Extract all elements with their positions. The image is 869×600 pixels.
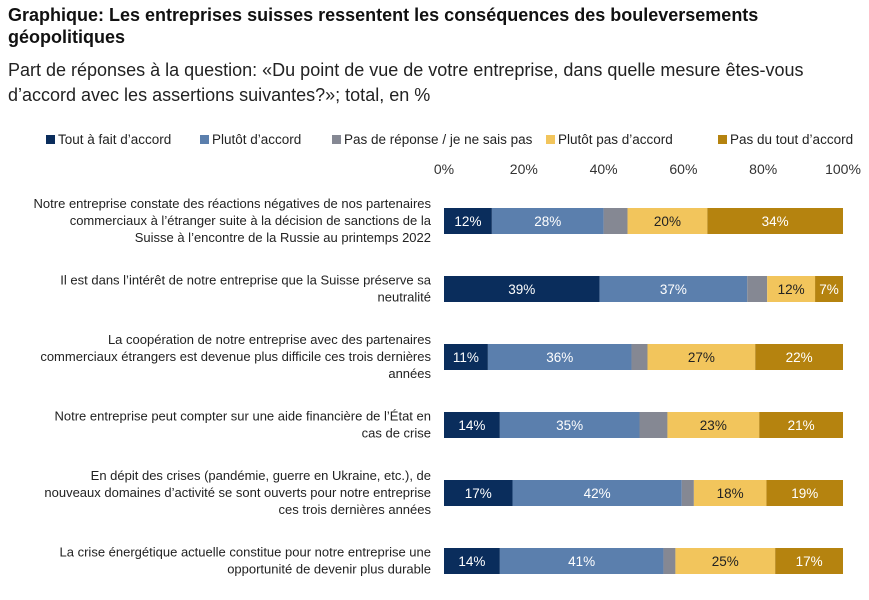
category-label: La coopération de notre entreprise avec … xyxy=(40,332,431,381)
bar-segment xyxy=(444,412,500,438)
bar-segment xyxy=(444,548,500,574)
data-label: 42% xyxy=(584,486,611,501)
category-label-line: neutralité xyxy=(378,290,431,305)
legend-label: Pas de réponse / je ne sais pas xyxy=(344,132,533,147)
data-label: 27% xyxy=(688,350,715,365)
bar-segment xyxy=(775,548,843,574)
data-label: 36% xyxy=(546,350,573,365)
category-label: En dépit des crises (pandémie, guerre en… xyxy=(44,468,431,517)
category-label-line: années xyxy=(388,366,431,381)
bar-segment xyxy=(512,480,682,506)
category-label-line: Notre entreprise peut compter sur une ai… xyxy=(55,409,432,424)
bar-segment xyxy=(707,208,843,234)
data-label: 41% xyxy=(568,554,595,569)
bar-segment xyxy=(675,548,776,574)
category-label-line: commerciaux à l’étranger suite à la déci… xyxy=(70,213,432,228)
bar-segment xyxy=(767,276,816,302)
data-label: 7% xyxy=(819,282,839,297)
bar-segment xyxy=(759,412,843,438)
legend-swatch xyxy=(718,135,727,144)
bar-segment xyxy=(444,480,513,506)
data-label: 14% xyxy=(458,418,485,433)
legend-swatch xyxy=(332,135,341,144)
category-label-line: En dépit des crises (pandémie, guerre en… xyxy=(91,468,431,483)
bar-segment xyxy=(603,208,628,234)
bar-segment xyxy=(444,276,600,302)
bar-segment xyxy=(444,208,492,234)
legend-swatch xyxy=(546,135,555,144)
x-tick-label: 0% xyxy=(434,161,454,177)
category-label-line: Notre entreprise constate des réactions … xyxy=(34,196,432,211)
bar-segment xyxy=(766,480,843,506)
bar-segment xyxy=(491,208,604,234)
bar-segment xyxy=(487,344,632,370)
chart-subtitle: Part de réponses à la question: «Du poin… xyxy=(8,60,804,105)
bar-segment xyxy=(631,344,648,370)
legend-swatch xyxy=(46,135,55,144)
category-label-line: Il est dans l’intérêt de notre entrepris… xyxy=(60,273,431,288)
category-label: Notre entreprise constate des réactions … xyxy=(34,196,432,245)
data-label: 17% xyxy=(796,554,823,569)
bar-segment xyxy=(627,208,708,234)
data-label: 17% xyxy=(465,486,492,501)
data-label: 21% xyxy=(788,418,815,433)
bar-segment xyxy=(499,412,640,438)
category-label-line: opportunité de devenir plus durable xyxy=(227,562,431,577)
bar-segment xyxy=(444,344,488,370)
bar-segment xyxy=(647,344,756,370)
category-label: Il est dans l’intérêt de notre entrepris… xyxy=(60,273,431,305)
data-label: 25% xyxy=(712,554,739,569)
legend-label: Pas du tout d’accord xyxy=(730,132,853,147)
bar-segment xyxy=(663,548,676,574)
bar-segment xyxy=(499,548,664,574)
legend-label: Tout à fait d’accord xyxy=(58,132,171,147)
x-tick-label: 100% xyxy=(825,161,861,177)
data-label: 37% xyxy=(660,282,687,297)
data-label: 18% xyxy=(717,486,744,501)
category-label-line: La crise énergétique actuelle constitue … xyxy=(60,545,431,560)
chart-title: Graphique: Les entreprises suisses resse… xyxy=(8,5,759,47)
legend-label: Plutôt d’accord xyxy=(212,132,301,147)
bar-segment xyxy=(747,276,768,302)
data-label: 34% xyxy=(762,214,789,229)
x-tick-label: 60% xyxy=(669,161,697,177)
category-label-line: cas de crise xyxy=(362,426,431,441)
bar-segment xyxy=(639,412,668,438)
data-label: 11% xyxy=(453,350,479,365)
category-label-line: Suisse à l’encontre de la Russie au prin… xyxy=(135,230,431,245)
bar-segment xyxy=(755,344,843,370)
data-label: 14% xyxy=(458,554,485,569)
data-label: 19% xyxy=(791,486,818,501)
bar-segment xyxy=(599,276,748,302)
data-label: 12% xyxy=(454,214,481,229)
category-label-line: La coopération de notre entreprise avec … xyxy=(108,332,432,347)
bar-segment xyxy=(815,276,843,302)
category-label-line: ces trois dernières années xyxy=(279,502,432,517)
legend-swatch xyxy=(200,135,209,144)
category-label: Notre entreprise peut compter sur une ai… xyxy=(55,409,432,441)
bar-segment xyxy=(667,412,760,438)
category-label: La crise énergétique actuelle constitue … xyxy=(60,545,431,577)
x-tick-label: 40% xyxy=(590,161,618,177)
data-label: 28% xyxy=(534,214,561,229)
data-label: 23% xyxy=(700,418,727,433)
category-label-line: commerciaux étrangers est devenue plus d… xyxy=(40,349,431,364)
x-tick-label: 20% xyxy=(510,161,538,177)
bar-segment xyxy=(681,480,694,506)
data-label: 20% xyxy=(654,214,681,229)
data-label: 12% xyxy=(778,282,805,297)
category-label-line: nouveaux domaines d’activité se sont ouv… xyxy=(44,485,431,500)
x-tick-label: 80% xyxy=(749,161,777,177)
legend-label: Plutôt pas d’accord xyxy=(558,132,673,147)
data-label: 22% xyxy=(786,350,813,365)
data-label: 35% xyxy=(556,418,583,433)
data-label: 39% xyxy=(508,282,535,297)
bar-segment xyxy=(693,480,767,506)
